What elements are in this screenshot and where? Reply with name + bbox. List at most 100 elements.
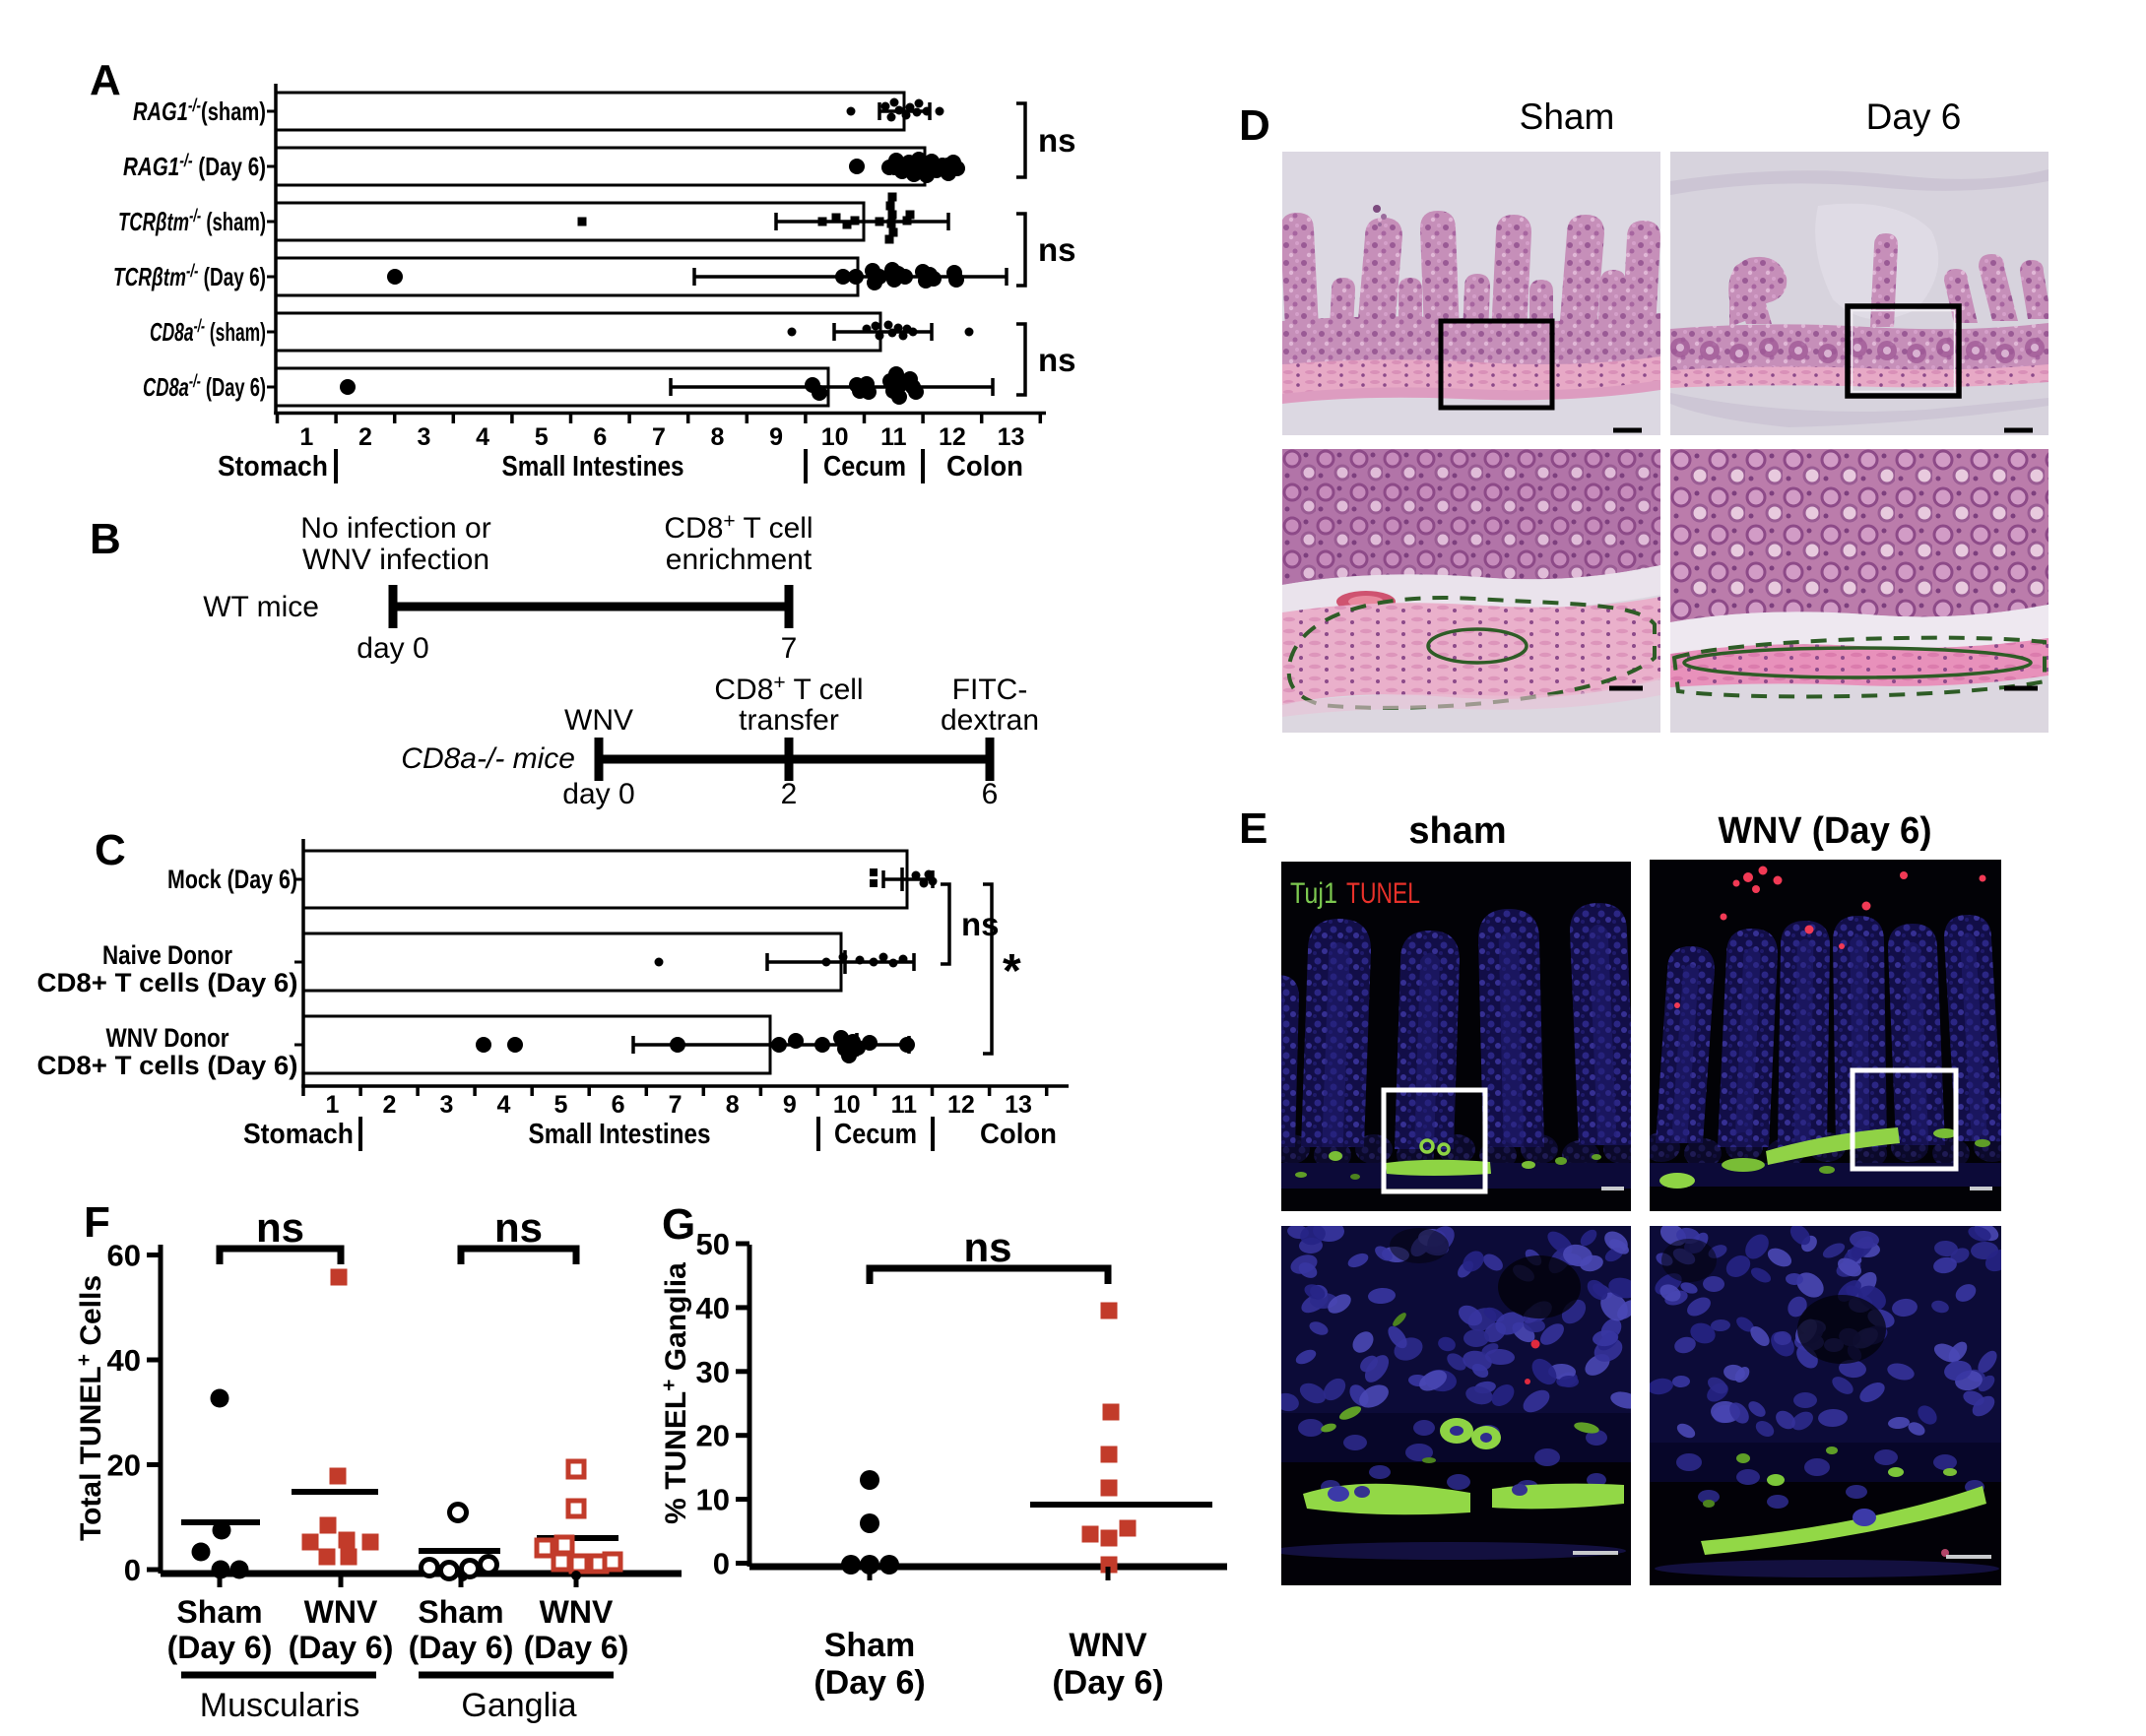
svg-text:sham: sham	[1408, 810, 1506, 852]
svg-text:Cecum: Cecum	[834, 1119, 917, 1150]
svg-text:9: 9	[769, 423, 783, 451]
svg-text:10: 10	[821, 423, 849, 451]
svg-text:Colon: Colon	[946, 451, 1023, 482]
svg-text:40: 40	[107, 1343, 141, 1378]
svg-text:60: 60	[107, 1239, 141, 1273]
svg-text:enrichment: enrichment	[666, 544, 813, 576]
svg-text:12: 12	[947, 1091, 975, 1119]
svg-text:9: 9	[783, 1091, 797, 1119]
svg-text:30: 30	[696, 1355, 730, 1389]
svg-text:No infection or: No infection or	[300, 512, 490, 545]
svg-text:1: 1	[299, 423, 313, 451]
svg-text:WNV: WNV	[564, 704, 633, 737]
svg-text:CD8+ T cell: CD8+ T cell	[664, 510, 813, 545]
svg-text:CD8a-/- (sham): CD8a-/- (sham)	[150, 316, 266, 347]
svg-text:6: 6	[612, 1091, 625, 1119]
svg-text:10: 10	[833, 1091, 861, 1119]
svg-text:40: 40	[696, 1291, 730, 1325]
svg-text:TCRβtm-/- (sham): TCRβtm-/- (sham)	[118, 206, 266, 236]
svg-text:WT mice: WT mice	[203, 591, 319, 623]
svg-text:11: 11	[880, 423, 907, 451]
svg-text:Stomach: Stomach	[243, 1119, 354, 1150]
svg-text:20: 20	[107, 1448, 141, 1483]
svg-text:C: C	[95, 826, 126, 874]
svg-text:WNV: WNV	[1069, 1627, 1147, 1664]
svg-text:2: 2	[382, 1091, 396, 1119]
svg-text:Stomach: Stomach	[218, 451, 328, 482]
svg-text:D: D	[1239, 101, 1270, 150]
svg-text:4: 4	[497, 1091, 511, 1119]
svg-text:3: 3	[439, 1091, 453, 1119]
svg-text:WNV: WNV	[304, 1594, 378, 1630]
svg-text:Cecum: Cecum	[823, 451, 906, 482]
svg-text:CD8+ T cells (Day 6): CD8+ T cells (Day 6)	[37, 1051, 298, 1080]
svg-text:WNV: WNV	[540, 1594, 614, 1630]
svg-text:13: 13	[1005, 1091, 1032, 1119]
svg-text:RAG1-/- (Day 6): RAG1-/- (Day 6)	[123, 151, 266, 181]
svg-text:Total TUNEL+ Cells: Total TUNEL+ Cells	[73, 1275, 107, 1541]
svg-text:G: G	[662, 1200, 695, 1249]
svg-text:day 0: day 0	[357, 632, 428, 665]
svg-text:Small Intestines: Small Intestines	[502, 451, 684, 482]
svg-text:Sham: Sham	[418, 1594, 503, 1630]
svg-text:Tuj1: Tuj1	[1290, 877, 1337, 910]
svg-text:5: 5	[554, 1091, 568, 1119]
svg-text:7: 7	[669, 1091, 683, 1119]
svg-text:ns: ns	[1038, 342, 1076, 378]
svg-text:7: 7	[781, 632, 798, 665]
svg-text:CD8+ T cells (Day 6): CD8+ T cells (Day 6)	[37, 968, 298, 997]
svg-text:TCRβtm-/- (Day 6): TCRβtm-/- (Day 6)	[113, 261, 266, 291]
svg-text:12: 12	[939, 423, 966, 451]
svg-text:B: B	[90, 515, 121, 563]
svg-text:(Day 6): (Day 6)	[167, 1630, 273, 1665]
svg-text:E: E	[1239, 804, 1268, 853]
svg-text:13: 13	[998, 423, 1025, 451]
svg-text:F: F	[84, 1198, 110, 1247]
svg-text:A: A	[90, 56, 121, 104]
svg-text:WNV (Day 6): WNV (Day 6)	[1719, 810, 1932, 852]
svg-text:FITC-: FITC-	[952, 674, 1028, 706]
svg-text:Muscularis: Muscularis	[200, 1687, 359, 1724]
svg-text:*: *	[1003, 945, 1021, 997]
svg-text:Small Intestines: Small Intestines	[529, 1119, 711, 1150]
svg-text:(Day 6): (Day 6)	[1052, 1664, 1163, 1702]
svg-text:Sham: Sham	[824, 1627, 916, 1664]
svg-text:Mock (Day 6): Mock (Day 6)	[167, 865, 297, 894]
svg-text:(Day 6): (Day 6)	[813, 1664, 925, 1702]
svg-text:6: 6	[982, 778, 999, 810]
svg-text:(Day 6): (Day 6)	[409, 1630, 514, 1665]
svg-text:Colon: Colon	[980, 1119, 1057, 1150]
svg-text:ns: ns	[963, 1224, 1011, 1270]
svg-text:RAG1-/-(sham): RAG1-/-(sham)	[133, 96, 266, 126]
svg-text:7: 7	[652, 423, 666, 451]
svg-text:1: 1	[325, 1091, 339, 1119]
svg-text:dextran: dextran	[941, 704, 1039, 737]
svg-text:TUNEL: TUNEL	[1346, 877, 1420, 910]
svg-text:CD8a-/- mice: CD8a-/- mice	[401, 742, 575, 775]
svg-text:Day 6: Day 6	[1866, 96, 1962, 137]
svg-text:2: 2	[781, 778, 798, 810]
svg-text:10: 10	[696, 1483, 730, 1517]
svg-text:11: 11	[891, 1091, 918, 1119]
svg-text:% TUNEL+ Ganglia: % TUNEL+ Ganglia	[658, 1262, 692, 1524]
svg-text:6: 6	[593, 423, 607, 451]
svg-text:ns: ns	[1038, 122, 1076, 159]
svg-text:CD8+ T cell: CD8+ T cell	[714, 672, 863, 706]
svg-text:Sham: Sham	[176, 1594, 262, 1630]
svg-text:8: 8	[711, 423, 725, 451]
svg-text:ns: ns	[256, 1204, 304, 1251]
svg-text:(Day 6): (Day 6)	[289, 1630, 394, 1665]
svg-text:transfer: transfer	[739, 704, 839, 737]
svg-text:CD8a-/- (Day 6): CD8a-/- (Day 6)	[143, 371, 266, 402]
svg-text:ns: ns	[1038, 231, 1076, 268]
svg-text:4: 4	[476, 423, 489, 451]
svg-text:Sham: Sham	[1520, 96, 1615, 137]
svg-text:ns: ns	[494, 1204, 543, 1251]
svg-text:Ganglia: Ganglia	[461, 1687, 576, 1724]
svg-text:(Day 6): (Day 6)	[524, 1630, 629, 1665]
svg-text:Naive Donor: Naive Donor	[102, 940, 232, 970]
svg-text:0: 0	[124, 1553, 141, 1587]
svg-text:WNV infection: WNV infection	[302, 544, 489, 576]
svg-text:50: 50	[696, 1227, 730, 1261]
svg-text:0: 0	[713, 1547, 730, 1581]
